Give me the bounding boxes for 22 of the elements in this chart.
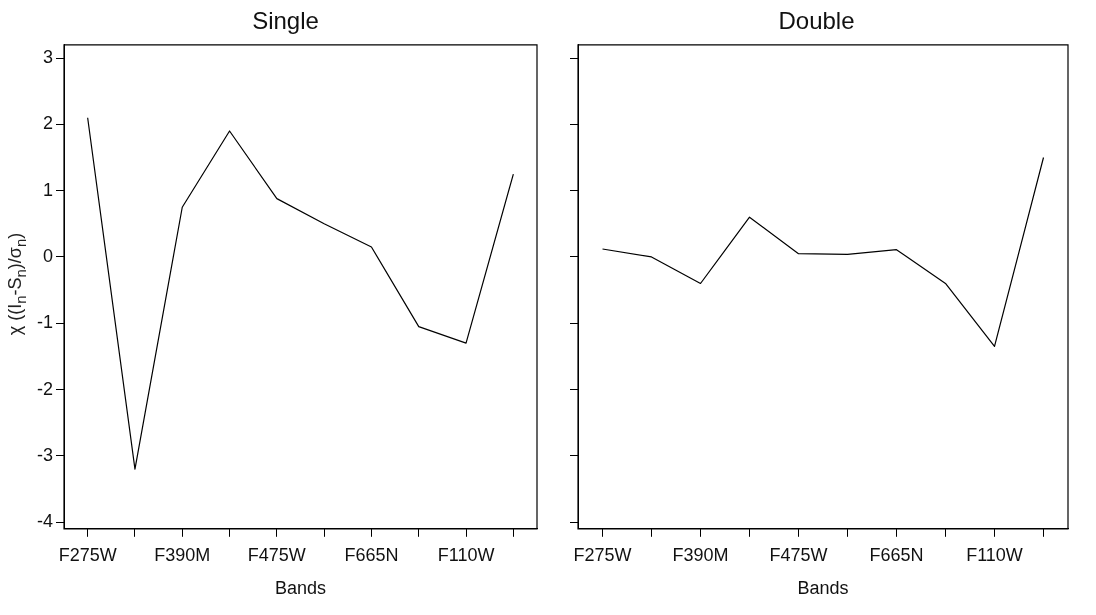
y-tick-label: 1 [42,179,53,200]
y-tick-label: 2 [42,113,53,134]
y-tick-label: -3 [36,444,53,465]
x-tick-label: F665N [869,544,924,565]
chart-title: Double [778,7,855,35]
y-tick-label: 3 [42,47,53,68]
x-tick-label: F390M [672,544,729,565]
y-tick-label: -2 [36,378,53,399]
y-tick-label: 0 [42,245,53,266]
x-tick-label: F275W [573,544,632,565]
x-axis-title: Bands [797,578,849,599]
x-tick-label: F665N [344,544,399,565]
x-axis-title: Bands [274,578,327,599]
x-tick-label: F110W [966,544,1023,565]
x-tick-label: F390M [154,544,211,565]
x-tick-label: F475W [769,544,828,565]
y-tick-label: -1 [36,312,53,333]
x-tick-label: F475W [247,544,306,565]
chart-title: Single [252,7,319,35]
y-tick-label: -4 [36,511,53,532]
x-tick-label: F110W [437,544,495,565]
x-tick-label: F275W [58,544,117,565]
